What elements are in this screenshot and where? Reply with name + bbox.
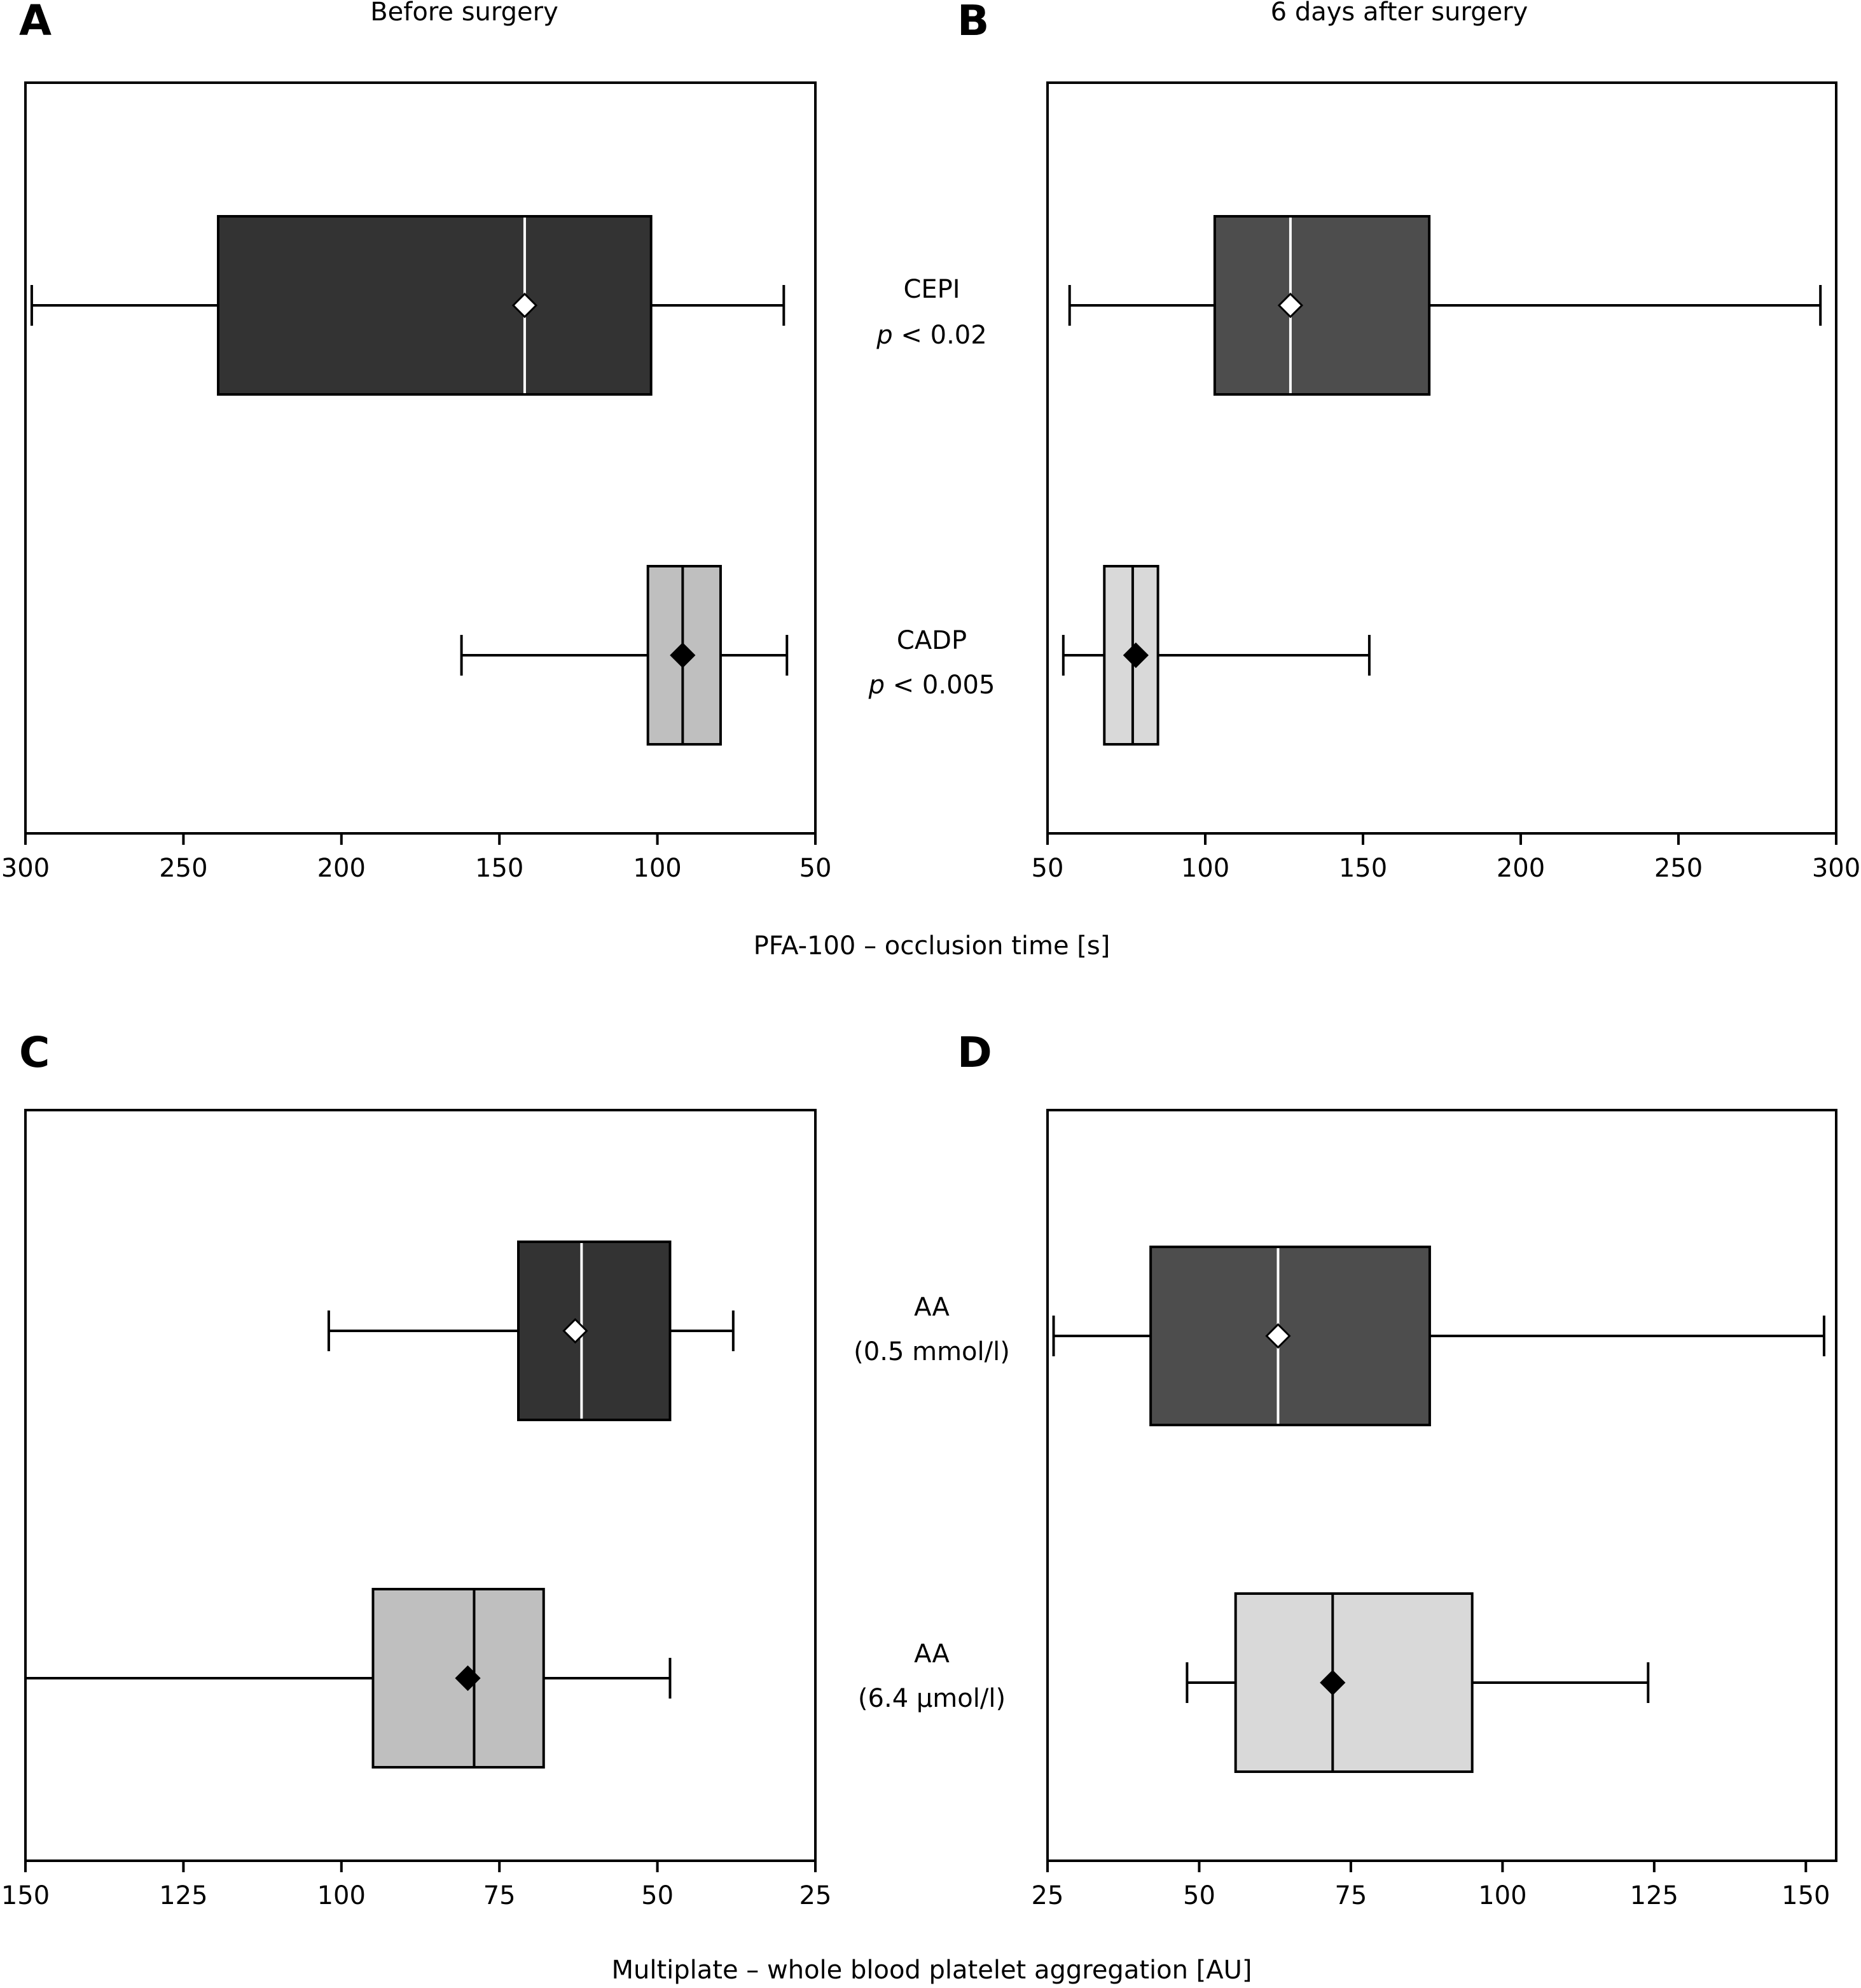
box-iqr xyxy=(517,1241,672,1421)
panel-letter-b: B xyxy=(957,0,989,45)
x-tick-label: 250 xyxy=(1654,854,1703,883)
plot-frame xyxy=(24,1109,817,1862)
label-cadp-p: p < 0.005 xyxy=(868,671,995,700)
label-cadp: CADP xyxy=(897,626,967,655)
mean-marker xyxy=(562,1317,588,1344)
mean-marker xyxy=(511,292,538,319)
x-tick-label: 75 xyxy=(483,1881,516,1910)
panel-letter-d: D xyxy=(957,1028,992,1077)
label-aa-bottom-conc: (6.4 µmol/l) xyxy=(858,1684,1006,1713)
x-tick-label: 300 xyxy=(1812,854,1860,883)
x-tick-label: 100 xyxy=(633,854,681,883)
x-axis-title-pfa: PFA-100 – occlusion time [s] xyxy=(754,931,1110,961)
x-tick-label: 200 xyxy=(1497,854,1545,883)
x-tick-label: 150 xyxy=(1,1881,50,1910)
box-iqr xyxy=(1149,1246,1431,1426)
panel-a: 300 250 200 150 100 50 xyxy=(1,81,832,883)
column-title-after: 6 days after surgery xyxy=(1271,0,1528,27)
x-tick-label: 25 xyxy=(1032,1881,1064,1910)
plot-frame xyxy=(1046,1109,1837,1862)
x-axis-title-multiplate: Multiplate – whole blood platelet aggreg… xyxy=(611,1956,1252,1985)
x-tick-label: 125 xyxy=(1630,1881,1678,1910)
mean-marker xyxy=(1265,1323,1291,1349)
mean-marker xyxy=(455,1665,481,1692)
plot-frame xyxy=(1046,81,1837,835)
label-aa-top-conc: (0.5 mmol/l) xyxy=(854,1337,1010,1366)
x-tick-label: 50 xyxy=(1183,1881,1215,1910)
x-tick-label: 100 xyxy=(1181,854,1229,883)
column-title-before: Before surgery xyxy=(370,0,558,27)
p-value: < 0.005 xyxy=(885,671,995,700)
x-tick-label: 50 xyxy=(641,1881,674,1910)
p-symbol: p xyxy=(868,671,885,700)
panel-b: 50 100 150 200 250 300 xyxy=(1032,81,1860,883)
x-tick-label: 50 xyxy=(1032,854,1064,883)
x-tick-label: 25 xyxy=(799,1881,832,1910)
x-tick-label: 75 xyxy=(1334,1881,1367,1910)
x-tick-label: 250 xyxy=(159,854,207,883)
p-value: < 0.02 xyxy=(893,321,987,350)
x-tick-label: 100 xyxy=(1478,1881,1526,1910)
mean-marker xyxy=(1277,292,1304,319)
label-aa-bottom: AA xyxy=(914,1639,950,1669)
x-tick-label: 150 xyxy=(1781,1881,1830,1910)
x-tick-label: 50 xyxy=(799,854,832,883)
panel-letter-a: A xyxy=(19,0,52,45)
x-tick-label: 150 xyxy=(475,854,523,883)
label-cepi: CEPI xyxy=(903,275,960,304)
label-cepi-p: p < 0.02 xyxy=(876,321,986,350)
x-tick-label: 200 xyxy=(317,854,366,883)
x-tick-label: 150 xyxy=(1339,854,1387,883)
mean-marker xyxy=(670,642,696,669)
mean-marker xyxy=(1320,1669,1346,1696)
box-iqr xyxy=(217,215,653,396)
panel-d: 25 50 75 100 125 150 xyxy=(1032,1109,1837,1910)
x-tick-label: 125 xyxy=(159,1881,207,1910)
panel-c: 150 125 100 75 50 25 xyxy=(1,1109,832,1910)
box-iqr xyxy=(1234,1592,1474,1773)
x-tick-label: 100 xyxy=(317,1881,366,1910)
mean-marker xyxy=(1123,642,1149,669)
p-symbol: p xyxy=(876,321,892,350)
label-aa-top: AA xyxy=(914,1293,950,1322)
box-iqr xyxy=(1213,215,1431,396)
panel-letter-c: C xyxy=(19,1028,50,1077)
x-tick-label: 300 xyxy=(1,854,50,883)
plot-frame xyxy=(24,81,817,835)
